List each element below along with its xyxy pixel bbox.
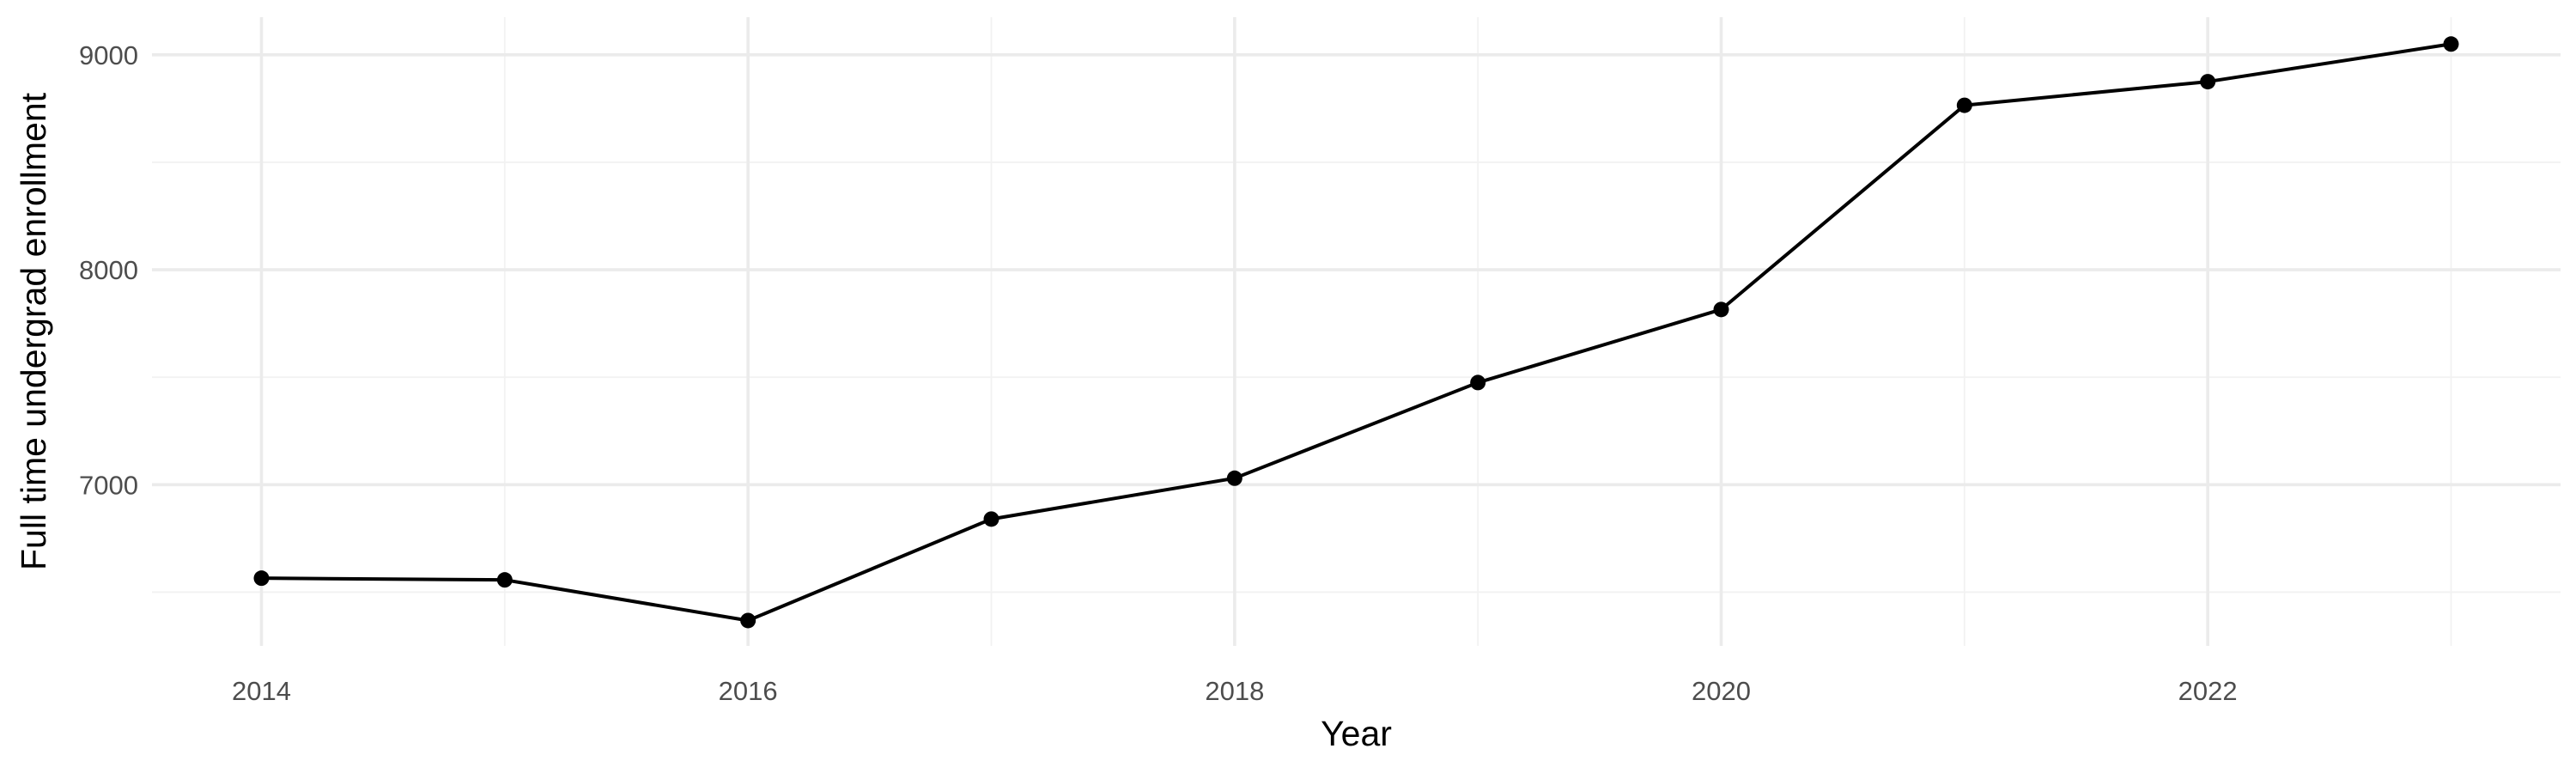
data-point [496,572,513,588]
major-gridlines [152,17,2561,646]
series-layer [259,42,2453,623]
y-axis-title: Full time undergrad enrollment [14,92,53,570]
minor-gridlines [152,17,2561,646]
data-point [2200,74,2216,90]
x-tick-label: 2022 [2178,676,2238,706]
x-tick-label: 2014 [232,676,291,706]
y-tick-label: 8000 [79,255,138,285]
x-axis-title: Year [1321,714,1392,753]
y-axis-ticks: 7000 8000 9000 [79,40,138,501]
data-point [740,612,756,629]
data-point [1956,97,1972,113]
x-tick-label: 2016 [719,676,778,706]
data-point [2443,36,2459,52]
x-axis-ticks: 2014 2016 2018 2020 2022 [232,676,2238,706]
x-tick-label: 2018 [1205,676,1264,706]
data-points [253,36,2459,629]
data-point [253,570,270,587]
data-point [1226,470,1242,486]
y-tick-label: 9000 [79,40,138,70]
data-point [983,511,999,527]
x-tick-label: 2020 [1692,676,1751,706]
series-line [259,42,2453,623]
data-point [1713,301,1729,318]
data-point [1470,374,1486,391]
y-tick-label: 7000 [79,470,138,500]
